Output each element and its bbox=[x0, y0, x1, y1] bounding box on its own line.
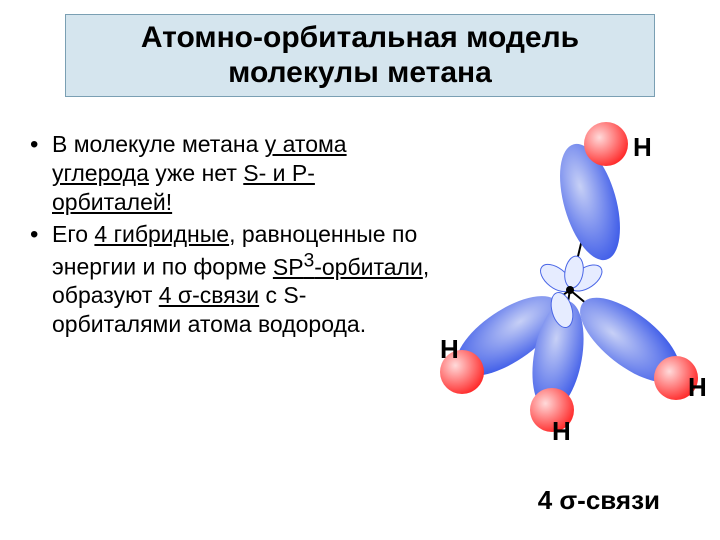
caption-text: 4 σ-связи bbox=[538, 485, 660, 515]
hydrogen-label: H bbox=[552, 416, 571, 446]
text-block: В молекуле метана у атома углерода уже н… bbox=[30, 130, 430, 343]
b2-u2: SP bbox=[273, 254, 304, 280]
hydrogen-label: H bbox=[688, 372, 707, 402]
diagram-caption: 4 σ-связи bbox=[538, 485, 660, 516]
b1-t2: уже нет bbox=[149, 160, 243, 186]
b2-sup: 3 bbox=[304, 250, 315, 271]
b2-u4: 4 σ-связи bbox=[159, 282, 259, 308]
hydrogen-label: H bbox=[440, 334, 459, 364]
title-box: Атомно-орбитальная модель молекулы метан… bbox=[65, 14, 655, 97]
bullet-list: В молекуле метана у атома углерода уже н… bbox=[30, 130, 430, 339]
b2-u3: -орбитали bbox=[314, 254, 423, 280]
bullet-2: Его 4 гибридные, равноценные по энергии … bbox=[30, 220, 430, 339]
b2-t1: Его bbox=[52, 221, 94, 247]
diagram-svg: H H H H bbox=[430, 120, 710, 450]
methane-diagram: H H H H bbox=[430, 120, 710, 450]
b2-u1: 4 гибридные bbox=[94, 221, 229, 247]
hydrogen-atom bbox=[584, 122, 628, 166]
center-atom bbox=[566, 286, 574, 294]
b1-t1: В молекуле метана bbox=[52, 131, 265, 157]
bullet-1: В молекуле метана у атома углерода уже н… bbox=[30, 130, 430, 216]
hydrogen-label: H bbox=[633, 132, 652, 162]
title-text: Атомно-орбитальная модель молекулы метан… bbox=[141, 21, 579, 89]
